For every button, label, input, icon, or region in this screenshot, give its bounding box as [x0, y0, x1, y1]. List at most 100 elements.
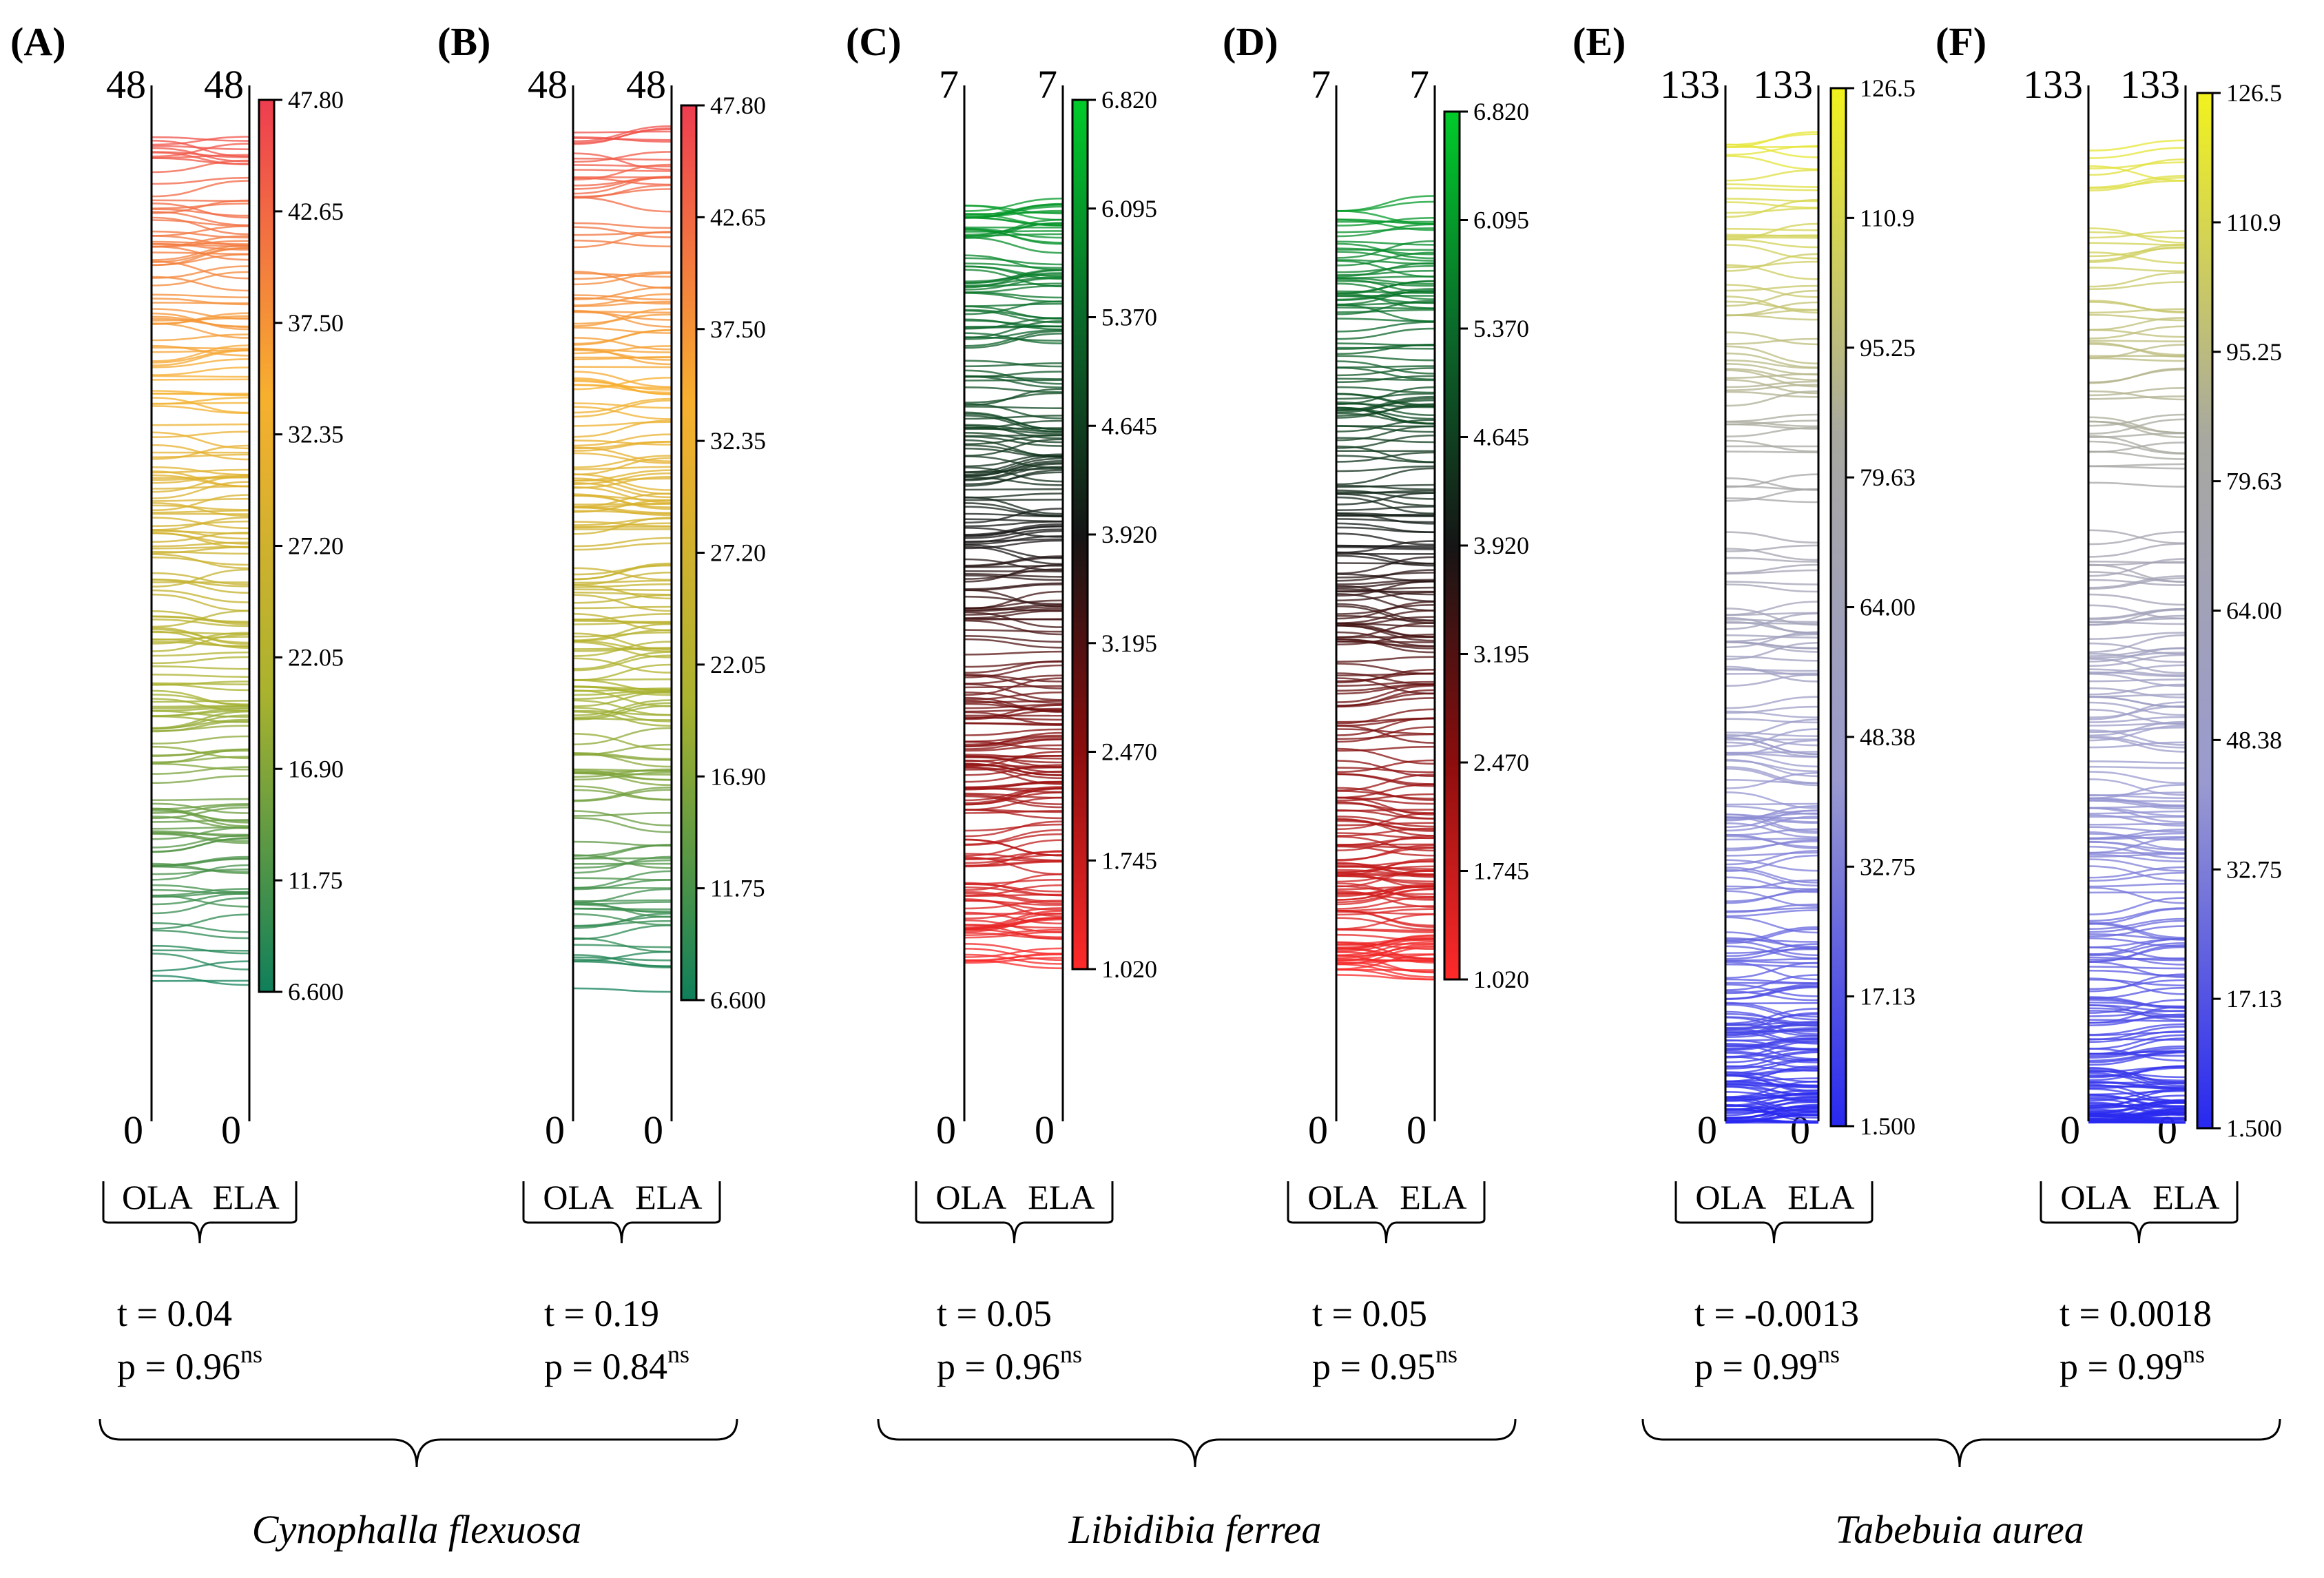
- data-line: [151, 864, 250, 881]
- data-line: [1725, 728, 1819, 747]
- data-line: [2088, 696, 2186, 708]
- data-line: [964, 618, 1064, 621]
- data-line: [964, 833, 1064, 847]
- data-line: [964, 786, 1064, 802]
- data-line: [572, 226, 672, 238]
- data-line: [964, 738, 1064, 750]
- p-value-significance: ns: [667, 1340, 689, 1368]
- data-line: [2088, 654, 2186, 667]
- data-line: [1725, 544, 1819, 552]
- colorbar-tick-label: 2.470: [1101, 738, 1157, 766]
- data-line: [964, 759, 1064, 774]
- data-line: [1336, 227, 1435, 233]
- p-value-main: p = 0.95: [1312, 1346, 1435, 1387]
- data-line: [2088, 845, 2186, 860]
- data-line: [151, 509, 250, 514]
- colorbar-tick-label: 1.500: [2226, 1114, 2282, 1142]
- data-line: [1725, 616, 1819, 635]
- data-line: [964, 325, 1064, 328]
- data-line: [1336, 631, 1435, 647]
- data-line: [151, 312, 250, 331]
- data-line: [151, 203, 250, 219]
- data-line: [151, 636, 250, 641]
- data-line: [1725, 668, 1819, 672]
- data-line: [2088, 561, 2186, 564]
- data-line: [2088, 977, 2186, 995]
- data-line: [572, 563, 672, 581]
- colorbar-tick-label: 5.370: [1473, 315, 1529, 342]
- data-line: [964, 873, 1064, 891]
- data-line: [572, 286, 672, 300]
- data-line: [1725, 791, 1819, 809]
- data-line: [1725, 338, 1819, 345]
- data-line: [2088, 716, 2186, 723]
- data-line: [1336, 683, 1435, 695]
- data-line: [572, 631, 672, 638]
- data-line: [1336, 195, 1435, 212]
- data-line: [2088, 1023, 2186, 1036]
- data-line: [964, 419, 1064, 429]
- data-line: [2088, 866, 2186, 879]
- data-line: [964, 900, 1064, 910]
- data-line: [1336, 518, 1435, 523]
- data-line: [964, 740, 1064, 750]
- data-line: [1725, 477, 1819, 491]
- data-line: [572, 886, 672, 889]
- ola-legend-label: OLA: [1695, 1178, 1766, 1216]
- data-line: [1725, 767, 1819, 787]
- data-lines: [572, 125, 672, 993]
- data-line: [1336, 622, 1435, 627]
- colorbar-tick-label: 48.38: [1860, 723, 1916, 751]
- data-line: [151, 211, 250, 227]
- data-line: [1725, 169, 1819, 182]
- colorbar-tick-label: 6.600: [288, 978, 344, 1006]
- data-line: [1725, 851, 1819, 857]
- data-line: [2088, 778, 2186, 796]
- t-statistic: t = 0.19: [544, 1293, 659, 1334]
- data-line: [151, 366, 250, 376]
- species-label-3: Tabebuia aurea: [1835, 1507, 2084, 1552]
- data-line: [572, 705, 672, 720]
- data-line: [2088, 1066, 2186, 1078]
- data-line: [2088, 765, 2186, 769]
- data-line: [1336, 573, 1435, 583]
- data-line: [1336, 708, 1435, 725]
- data-line: [572, 542, 672, 551]
- ela-bottom-label: 0: [1407, 1108, 1426, 1152]
- data-line: [1336, 669, 1435, 684]
- data-line: [2088, 1081, 2186, 1090]
- panel-letter: (A): [10, 19, 66, 64]
- data-line: [572, 594, 672, 604]
- data-line: [151, 453, 250, 459]
- data-line: [2088, 390, 2186, 401]
- data-line: [1725, 1065, 1819, 1083]
- p-value: p = 0.84ns: [544, 1340, 689, 1387]
- data-line: [1336, 818, 1435, 837]
- colorbar-tick-label: 1.020: [1473, 966, 1529, 993]
- data-line: [1336, 940, 1435, 957]
- data-line: [2088, 729, 2186, 746]
- data-line: [1725, 439, 1819, 453]
- data-line: [964, 664, 1064, 678]
- data-line: [964, 415, 1064, 420]
- data-line: [572, 345, 672, 355]
- data-line: [1725, 473, 1819, 488]
- data-line: [964, 406, 1064, 409]
- data-line: [964, 386, 1064, 393]
- data-line: [2088, 571, 2186, 583]
- data-line: [2088, 1105, 2186, 1112]
- data-line: [151, 557, 250, 566]
- colorbar-tick-label: 3.195: [1101, 630, 1157, 657]
- data-line: [964, 457, 1064, 476]
- data-line: [572, 811, 672, 817]
- data-line: [2088, 608, 2186, 620]
- data-line: [151, 494, 250, 512]
- data-line: [151, 349, 250, 366]
- colorbar-tick-label: 6.820: [1473, 98, 1529, 125]
- data-line: [151, 139, 250, 158]
- data-line: [2088, 1045, 2186, 1057]
- t-statistic: t = 0.05: [937, 1293, 1052, 1334]
- data-line: [1725, 1039, 1819, 1052]
- data-line: [1725, 948, 1819, 954]
- data-line: [1336, 759, 1435, 774]
